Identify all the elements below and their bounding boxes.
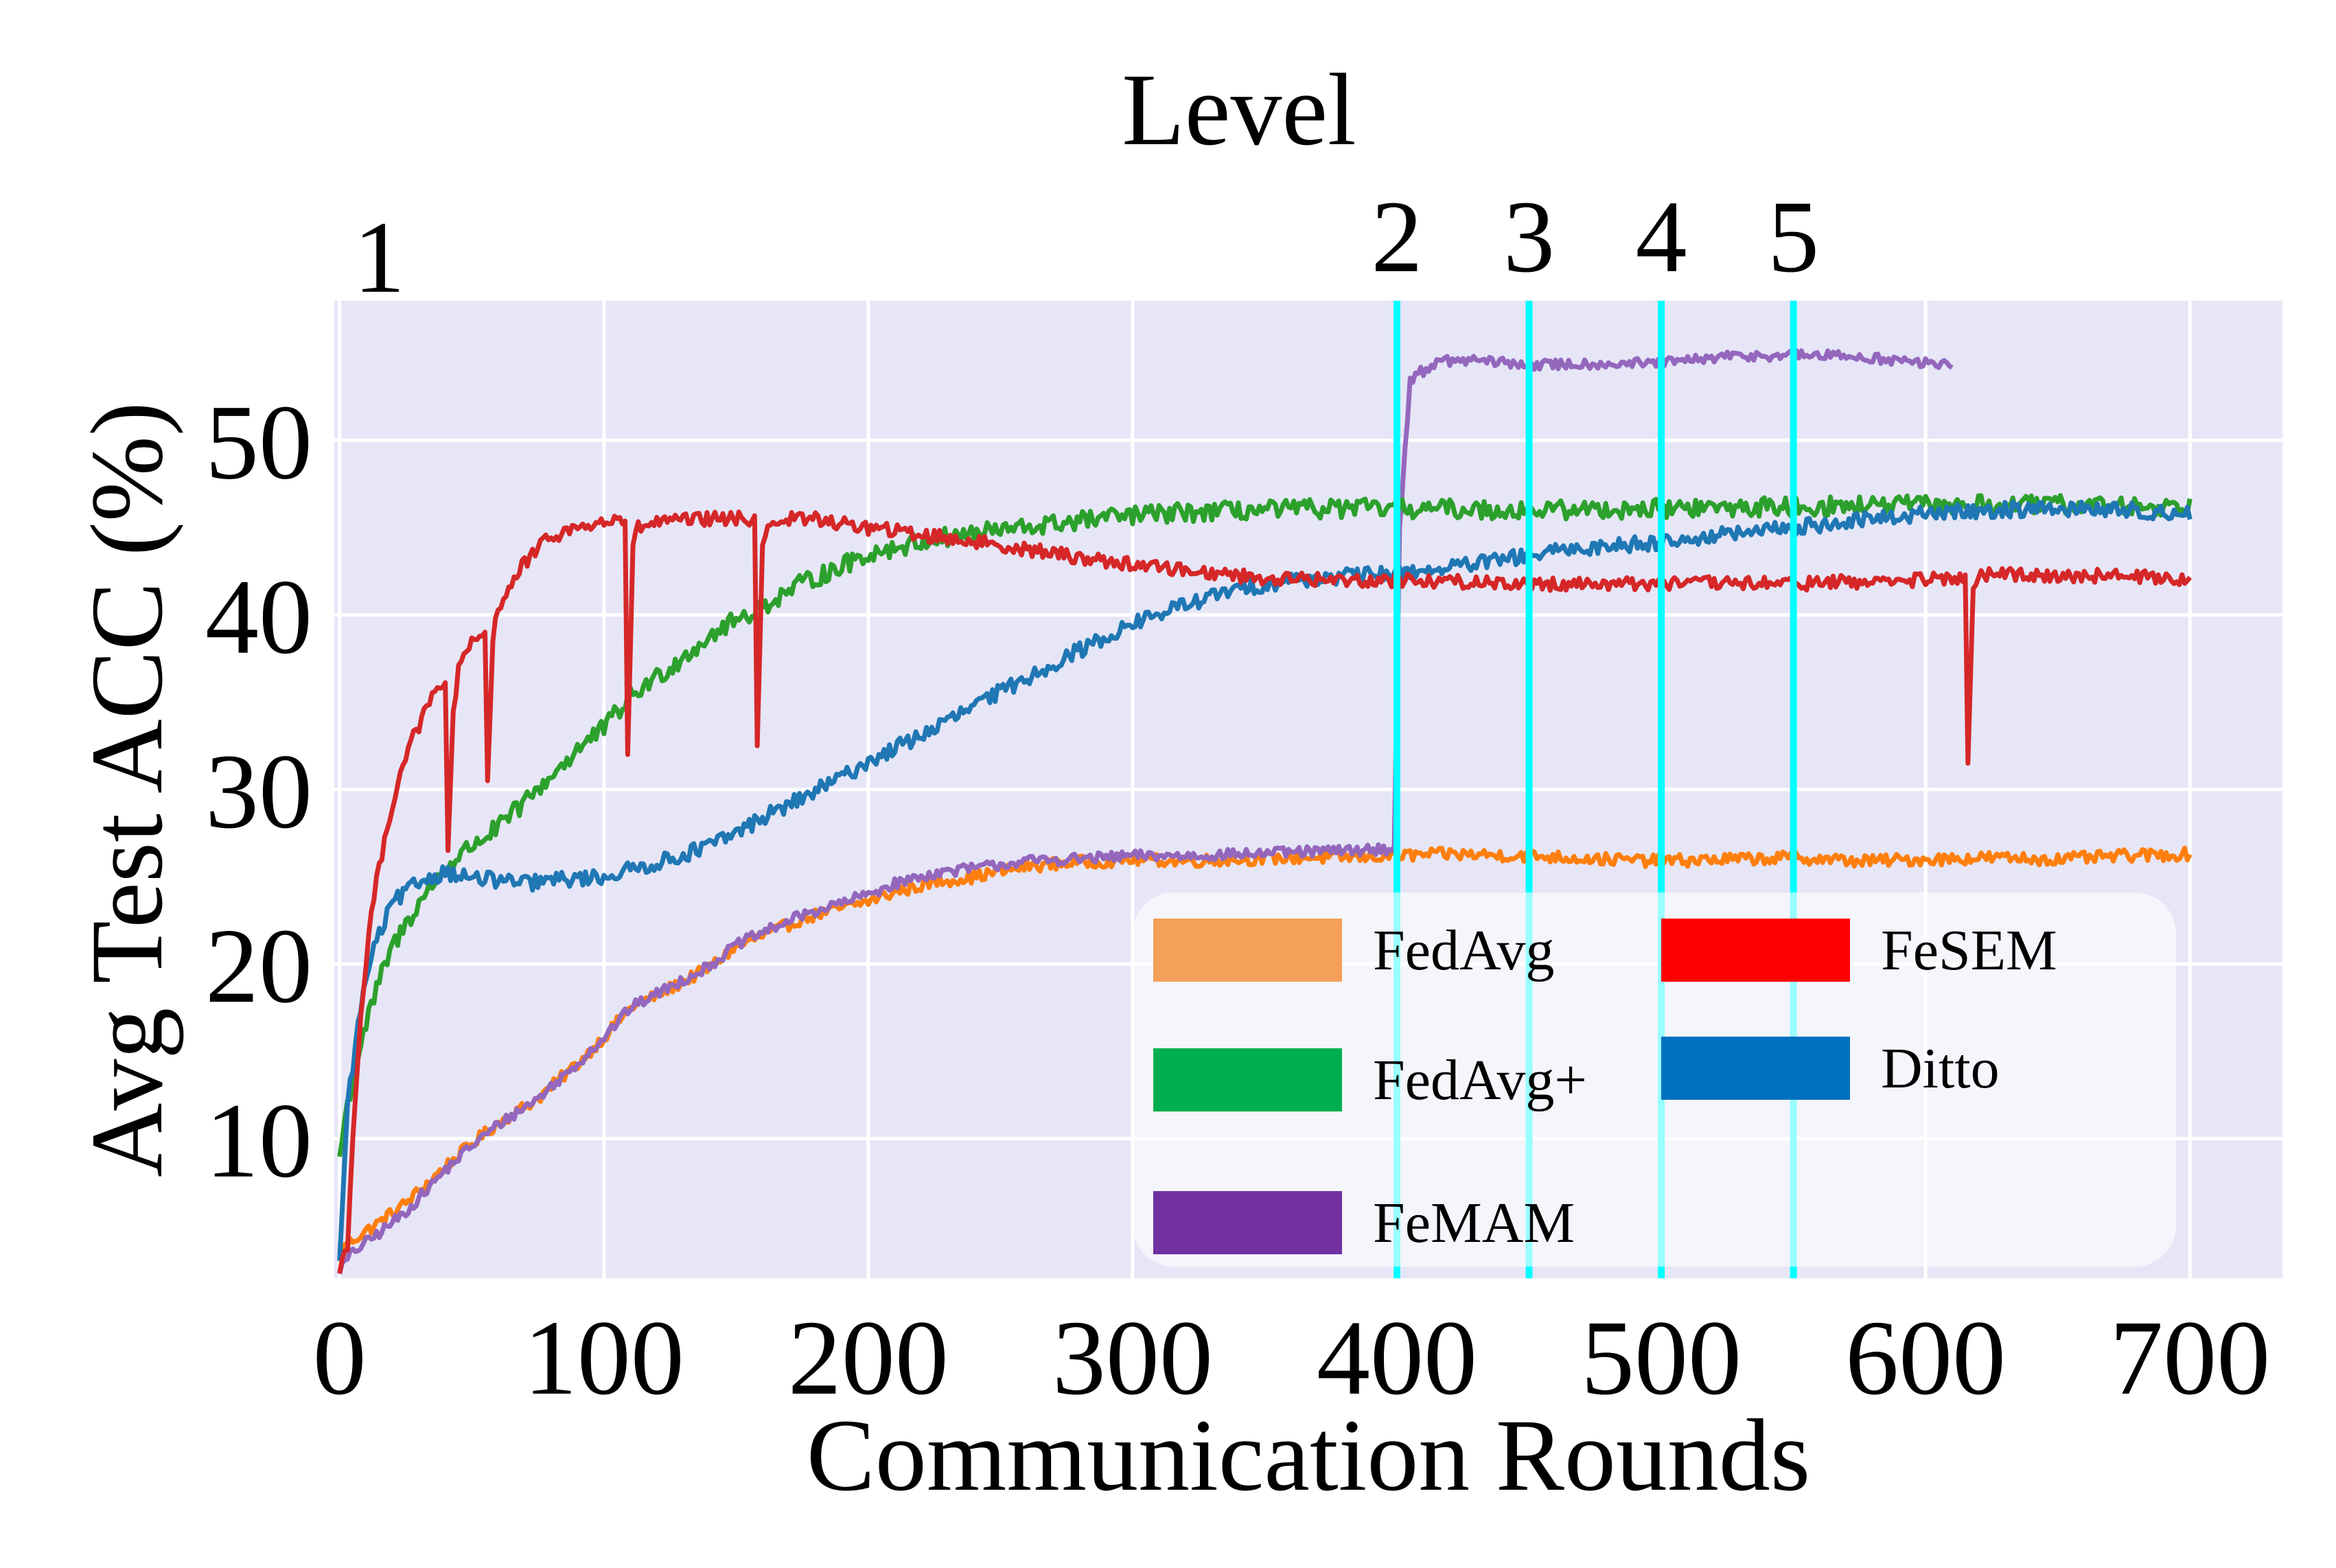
y-tick-label: 30 [205,732,312,851]
legend-swatch [1153,1048,1342,1111]
level-tick-label: 4 [1636,180,1687,294]
legend-label: FeMAM [1373,1191,1575,1255]
x-tick-label: 200 [788,1298,949,1417]
level-tick-label: 2 [1372,180,1423,294]
x-tick-label: 100 [524,1298,684,1417]
x-axis-title: Communication Rounds [807,1398,1811,1512]
y-tick-label: 40 [205,557,312,676]
legend-label: Ditto [1881,1037,2000,1100]
y-tick-label: 10 [205,1081,312,1200]
legend-swatch [1153,1191,1342,1254]
legend-label: FedAvg [1373,919,1554,982]
x-tick-labels: 0 100 200 300 400 500 600 700 [313,1298,2271,1417]
legend-swatch [1661,919,1850,982]
legend-label: FedAvg+ [1373,1048,1587,1112]
y-tick-labels: 10 20 30 40 50 [205,382,312,1199]
series-line-femam [337,347,1954,1275]
y-tick-label: 50 [205,382,312,501]
legend-box [1133,892,2176,1267]
y-tick-label: 20 [205,906,312,1025]
level-tick-label: 5 [1768,180,1819,294]
x-tick-label: 700 [2109,1298,2270,1417]
x-tick-label: 600 [1845,1298,2006,1417]
level-axis-title: Level [1122,53,1356,167]
x-tick-label: 300 [1052,1298,1213,1417]
level-tick-label: 3 [1503,180,1555,294]
x-tick-label: 400 [1317,1298,1477,1417]
series-layer [337,347,2193,1275]
series-line-fesem [337,509,2193,1274]
x-tick-label: 500 [1581,1298,1742,1417]
legend-swatch [1661,1037,1850,1100]
y-axis-title: Avg Test ACC (%) [70,402,184,1177]
level-tick-label: 1 [354,200,405,314]
x-tick-label: 0 [313,1298,367,1417]
legend-label: FeSEM [1881,919,2057,982]
legend: FedAvg FeSEM FedAvg+ Ditto FeMAM [1133,892,2176,1267]
series-line-fedavg-plus [337,493,2193,1157]
legend-swatch [1153,919,1342,982]
